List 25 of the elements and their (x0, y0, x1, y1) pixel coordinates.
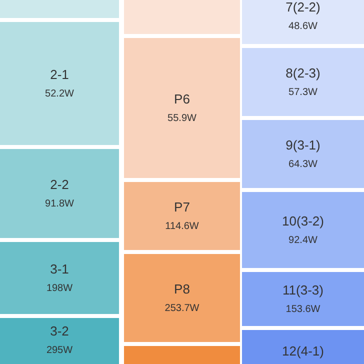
category-label: P6 (174, 92, 190, 107)
data-label: 91.8W (45, 198, 75, 210)
category-label: 3-1 (50, 262, 69, 277)
data-label: 92.4W (288, 234, 318, 246)
category-label: 3-2 (50, 324, 69, 339)
data-label: 198W (46, 282, 74, 294)
data-label: 57.3W (288, 86, 318, 98)
data-label: 64.3W (288, 158, 318, 170)
category-label: P7 (174, 200, 190, 215)
category-label: 12(4-1) (282, 344, 324, 359)
data-label: 52.2W (45, 88, 75, 100)
data-label: 295W (46, 344, 74, 356)
data-label: 114.6W (165, 220, 200, 232)
data-label: 253.7W (164, 302, 200, 314)
category-label: 11(3-3) (282, 282, 324, 298)
category-label: 2-1 (50, 67, 69, 82)
category-label: P8 (174, 282, 190, 297)
data-label: 153.6W (286, 304, 321, 315)
category-label: 7(2-2) (286, 0, 320, 15)
data-label: 48.6W (288, 20, 318, 32)
category-label: 9(3-1) (286, 138, 320, 153)
category-label: 2-2 (50, 177, 69, 192)
category-label: 10(3-2) (282, 214, 324, 229)
category-label: 8(2-3) (286, 66, 320, 81)
data-label: 55.9W (168, 112, 198, 124)
